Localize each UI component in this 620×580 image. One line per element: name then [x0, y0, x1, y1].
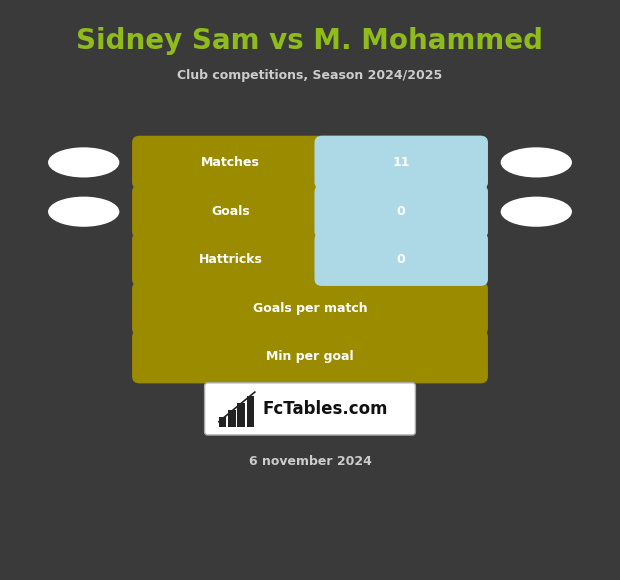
FancyBboxPatch shape	[132, 330, 488, 383]
FancyBboxPatch shape	[132, 233, 488, 286]
Text: Goals: Goals	[211, 205, 250, 218]
FancyBboxPatch shape	[132, 282, 488, 335]
FancyBboxPatch shape	[132, 185, 488, 238]
Ellipse shape	[48, 197, 119, 227]
Text: Hattricks: Hattricks	[199, 253, 263, 266]
FancyBboxPatch shape	[314, 185, 488, 238]
FancyBboxPatch shape	[314, 233, 488, 286]
Text: 6 november 2024: 6 november 2024	[249, 455, 371, 467]
FancyBboxPatch shape	[132, 136, 488, 189]
Ellipse shape	[48, 147, 119, 177]
Text: Matches: Matches	[202, 156, 260, 169]
Text: Club competitions, Season 2024/2025: Club competitions, Season 2024/2025	[177, 69, 443, 82]
Text: Min per goal: Min per goal	[266, 350, 354, 363]
Text: Sidney Sam vs M. Mohammed: Sidney Sam vs M. Mohammed	[76, 27, 544, 55]
Bar	[228, 410, 236, 427]
Bar	[237, 403, 245, 427]
Text: Goals per match: Goals per match	[253, 302, 367, 315]
Ellipse shape	[501, 147, 572, 177]
Text: FcTables.com: FcTables.com	[263, 400, 388, 418]
Text: 0: 0	[397, 253, 405, 266]
Ellipse shape	[501, 197, 572, 227]
Bar	[219, 417, 226, 427]
Text: 0: 0	[397, 205, 405, 218]
FancyBboxPatch shape	[205, 383, 415, 435]
FancyBboxPatch shape	[314, 136, 488, 189]
Bar	[247, 396, 254, 427]
Text: 11: 11	[392, 156, 410, 169]
